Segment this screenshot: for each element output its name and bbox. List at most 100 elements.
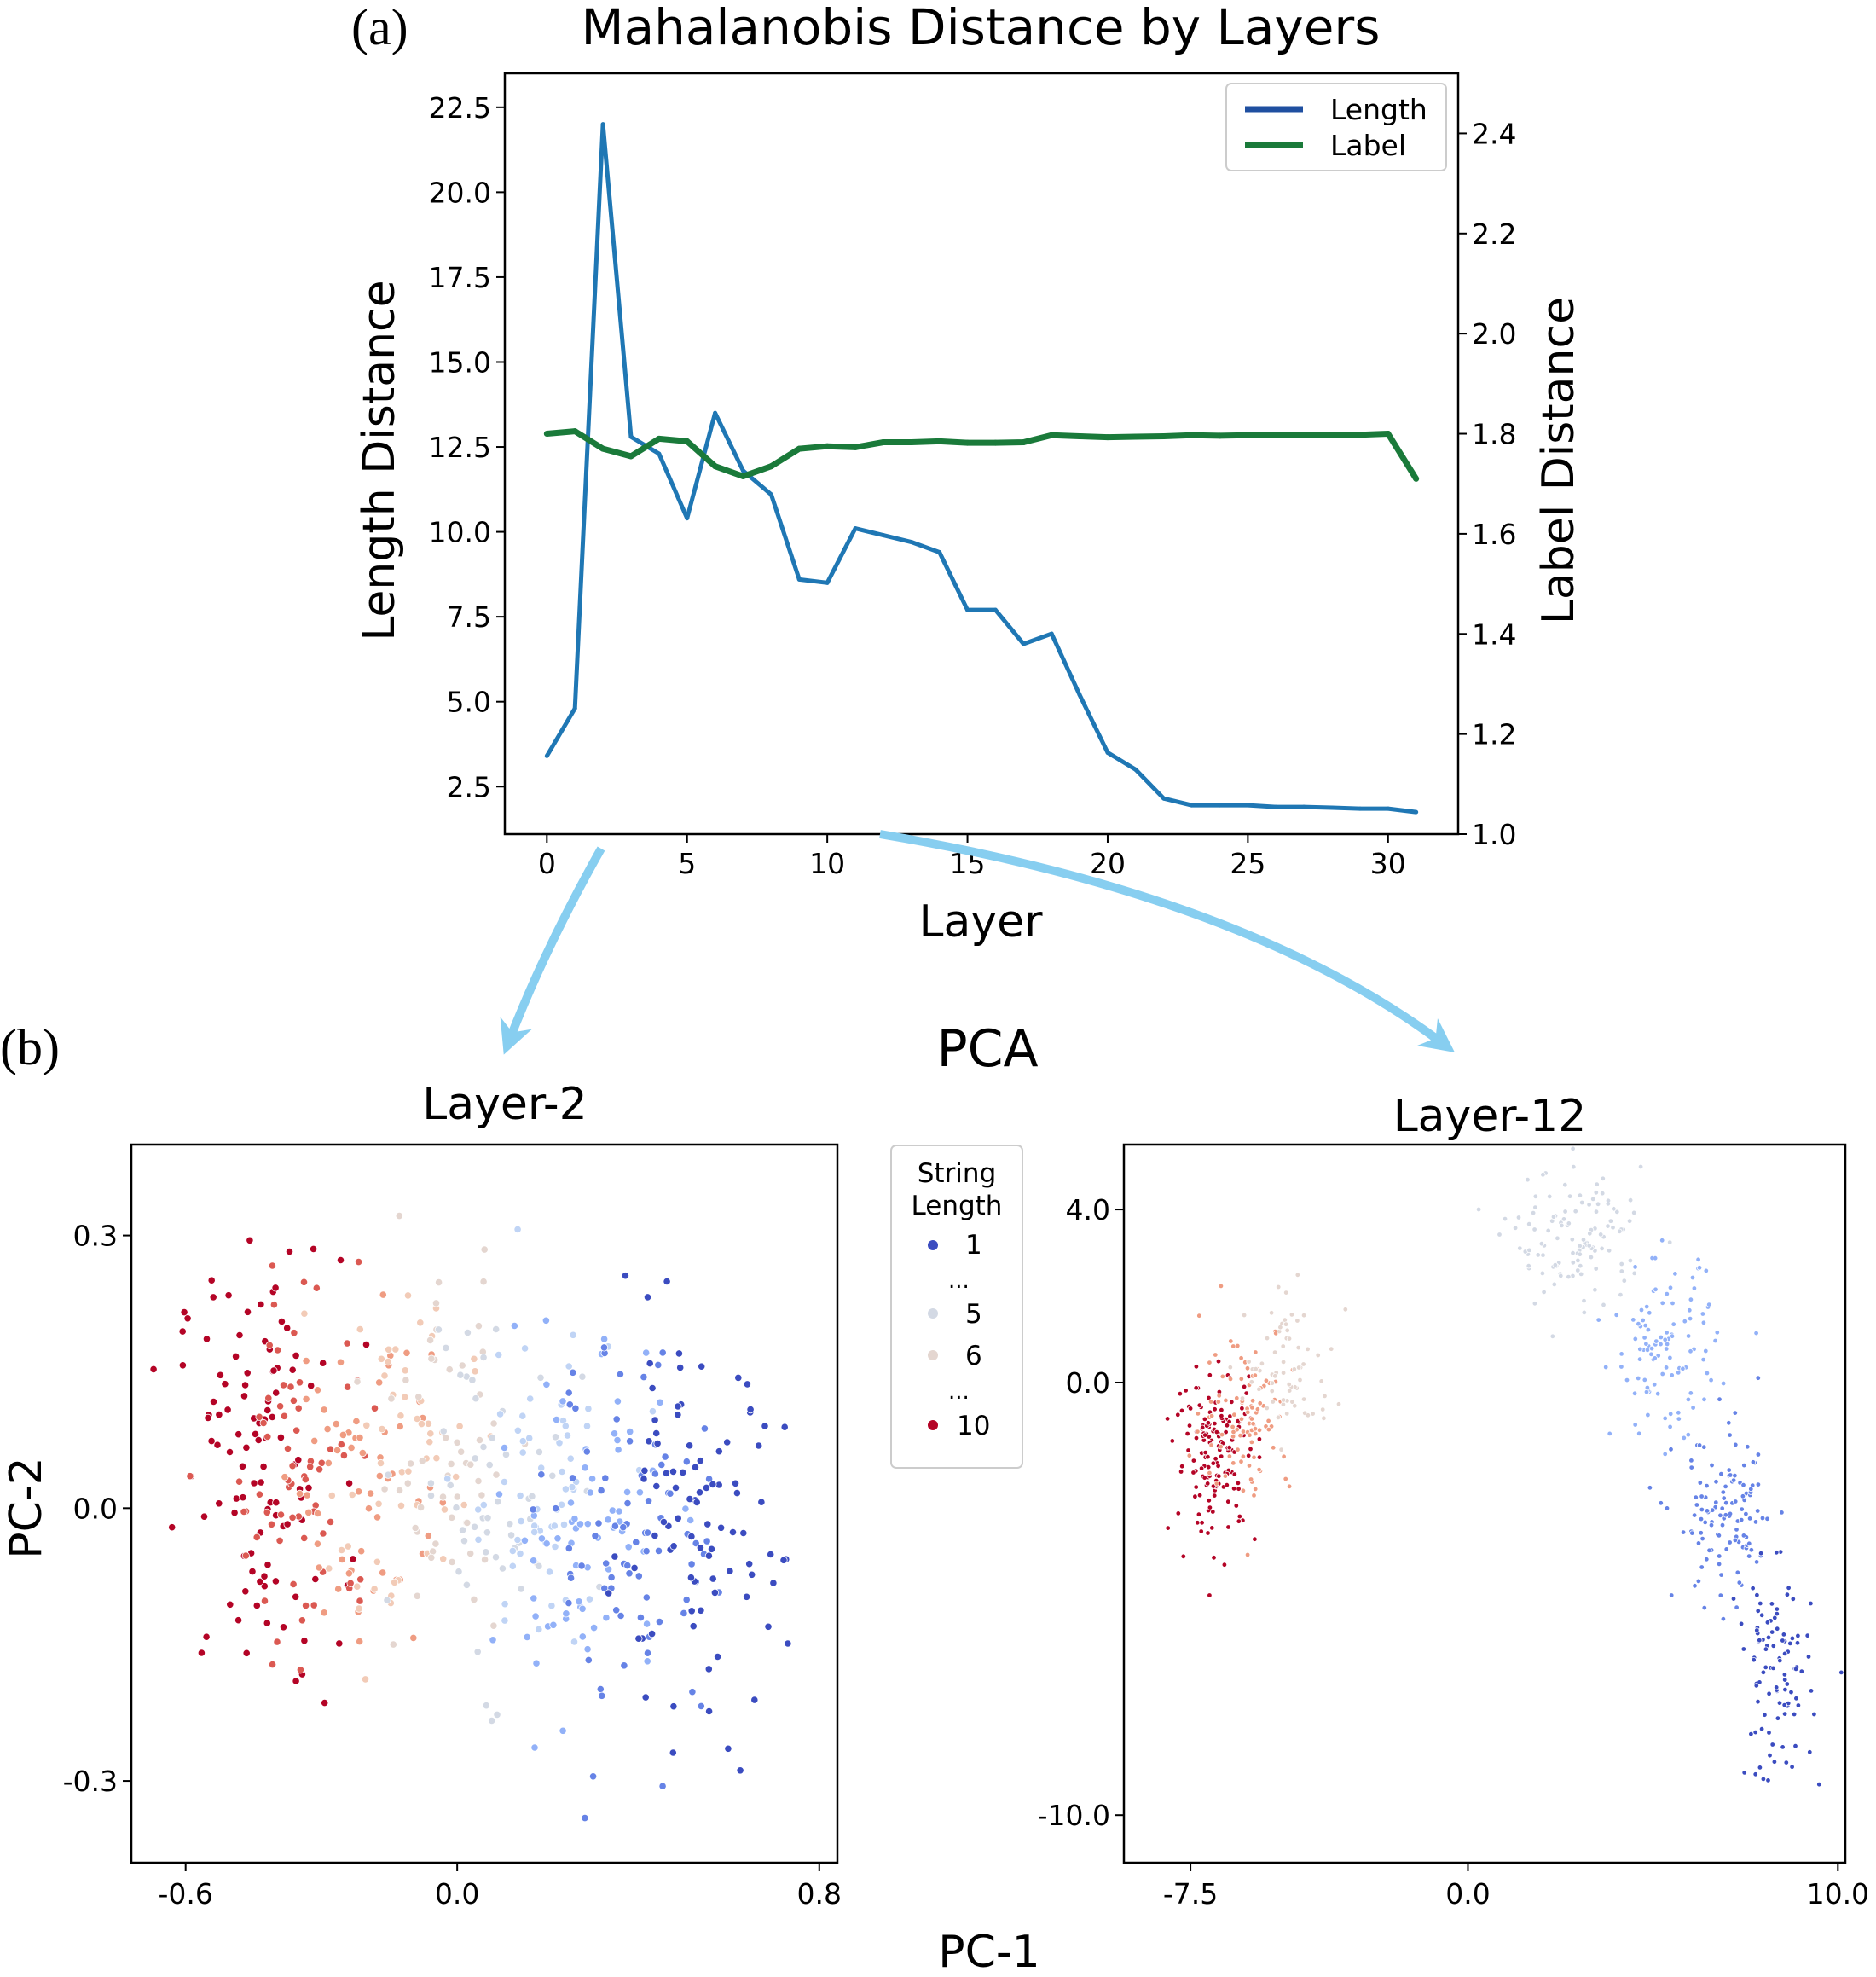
scatter-point: [403, 1291, 413, 1300]
label-point: [1217, 432, 1223, 439]
scatter-point: [310, 1601, 318, 1609]
scatter-point: [280, 1412, 288, 1420]
scatter-point: [294, 1404, 303, 1412]
scatter-point: [445, 1365, 454, 1374]
scatter-point: [535, 1562, 543, 1570]
scatter-point: [431, 1539, 440, 1548]
scatter-point: [1216, 1393, 1222, 1399]
scatter-point: [1704, 1482, 1710, 1489]
length-point: [657, 451, 662, 456]
scatter-point: [599, 1335, 609, 1343]
scatter-point: [1670, 1321, 1676, 1327]
scatter-point: [1764, 1620, 1771, 1626]
scatter-point: [416, 1319, 425, 1327]
scatter-point: [344, 1542, 352, 1551]
scatter-point: [1745, 1444, 1751, 1450]
scatter-point: [1669, 1372, 1675, 1378]
scatter-point: [1653, 1338, 1659, 1344]
scatter-point: [1219, 1373, 1225, 1380]
scatter-point: [666, 1489, 675, 1498]
scatter-point: [474, 1535, 483, 1544]
scatter-point: [241, 1551, 250, 1560]
scatter-point: [1240, 1453, 1247, 1459]
scatter-point: [149, 1365, 158, 1374]
scatter-point: [1668, 1592, 1675, 1598]
scatter-point: [617, 1611, 625, 1620]
scatter-point: [1264, 1405, 1270, 1412]
scatter-point: [698, 1362, 706, 1371]
scatter-point: [1305, 1412, 1311, 1418]
scatter-point: [607, 1573, 616, 1582]
scatter-point: [417, 1420, 426, 1429]
scatter-point: [1207, 1372, 1213, 1378]
scatter-point: [479, 1278, 488, 1286]
scatter-point: [1755, 1375, 1761, 1381]
scatter-point: [401, 1393, 409, 1401]
y-left-tick-label: 12.5: [429, 431, 491, 464]
scatter-point: [1734, 1527, 1740, 1533]
scatter-point: [1652, 1355, 1658, 1361]
length-point: [796, 577, 802, 582]
scatter-point: [1789, 1635, 1796, 1642]
scatter-point: [1732, 1537, 1739, 1544]
scatter-point: [632, 1538, 640, 1546]
y-axis-right-title: Label Distance: [1533, 297, 1584, 624]
scatter-point: [1253, 1349, 1259, 1355]
scatter-point: [343, 1339, 351, 1348]
scatter-point: [552, 1416, 561, 1424]
scatter-point: [728, 1528, 738, 1537]
scatter-point: [1211, 1493, 1218, 1499]
scatter-point: [1770, 1665, 1776, 1672]
scatter-point: [283, 1444, 292, 1453]
y-left-tick-label: 22.5: [429, 91, 491, 125]
scatter-point: [439, 1555, 448, 1563]
scatter-point: [373, 1557, 381, 1566]
scatter-point: [541, 1316, 551, 1325]
scatter-point: [240, 1381, 250, 1389]
scatter-point: [472, 1394, 480, 1403]
scatter-point: [376, 1458, 385, 1468]
scatter-point: [516, 1550, 524, 1558]
scatter-point: [598, 1691, 606, 1700]
scatter-point: [653, 1439, 662, 1448]
scatter-point: [1688, 1390, 1694, 1396]
scatter-point: [1704, 1370, 1711, 1377]
scatter-point: [1773, 1684, 1780, 1690]
scatter-point: [1752, 1771, 1758, 1777]
arrow-to-layer-12: [879, 830, 1456, 1052]
scatter-point: [561, 1422, 570, 1430]
scatter-point: [1224, 1423, 1230, 1429]
scatter-point: [335, 1639, 344, 1648]
scatter-point: [1698, 1516, 1705, 1522]
scatter-point: [676, 1363, 685, 1372]
scatter-point: [767, 1550, 775, 1559]
scatter-point: [640, 1475, 648, 1483]
scatter-point: [704, 1475, 714, 1483]
scatter-point: [373, 1513, 382, 1522]
scatter-point: [589, 1624, 599, 1632]
scatter-point: [1666, 1239, 1673, 1245]
scatter-point: [1193, 1435, 1200, 1441]
scatter-point: [1627, 1197, 1634, 1203]
length-point: [1190, 803, 1195, 808]
scatter-point: [1526, 1247, 1532, 1254]
scatter-point: [1774, 1626, 1780, 1632]
scatter-point: [374, 1499, 383, 1508]
scatter-point: [1754, 1591, 1760, 1598]
scatter-point: [1252, 1486, 1259, 1493]
scatter-point: [337, 1441, 345, 1449]
scatter-point: [641, 1693, 650, 1702]
scatter-point: [379, 1290, 387, 1299]
x-tick-label: 5: [678, 847, 696, 880]
scatter-point: [294, 1456, 303, 1464]
scatter-point: [426, 1429, 435, 1438]
scatter-point: [458, 1526, 467, 1534]
scatter-point: [257, 1478, 265, 1487]
scatter-point: [332, 1420, 340, 1429]
label-point: [964, 439, 971, 446]
scatter-point: [1235, 1480, 1242, 1487]
scatter-point: [1239, 1395, 1246, 1401]
scatter-point: [1248, 1446, 1254, 1452]
scatter-point: [480, 1245, 489, 1254]
scatter-point: [585, 1595, 594, 1603]
